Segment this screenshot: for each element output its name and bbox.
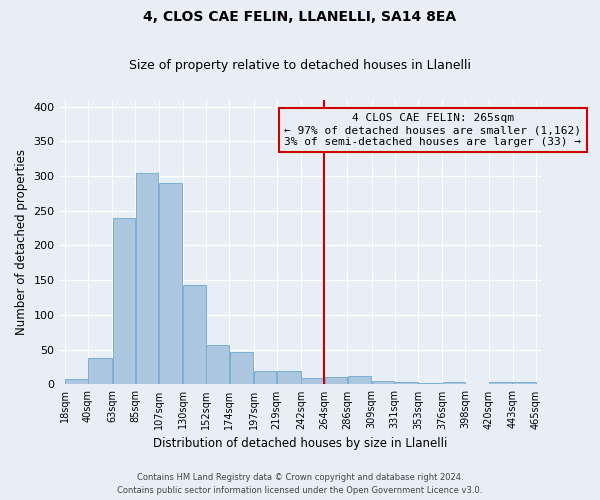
- Bar: [372, 381, 394, 384]
- Y-axis label: Number of detached properties: Number of detached properties: [15, 149, 28, 335]
- Bar: [254, 370, 276, 384]
- Bar: [230, 352, 253, 384]
- Bar: [301, 378, 324, 384]
- Bar: [489, 382, 512, 384]
- Bar: [395, 382, 418, 384]
- Title: Size of property relative to detached houses in Llanelli: Size of property relative to detached ho…: [130, 59, 472, 72]
- Bar: [277, 370, 301, 384]
- Bar: [206, 345, 229, 385]
- Bar: [184, 285, 206, 384]
- Text: 4 CLOS CAE FELIN: 265sqm
← 97% of detached houses are smaller (1,162)
3% of semi: 4 CLOS CAE FELIN: 265sqm ← 97% of detach…: [284, 114, 581, 146]
- Bar: [113, 218, 135, 384]
- Text: 4, CLOS CAE FELIN, LLANELLI, SA14 8EA: 4, CLOS CAE FELIN, LLANELLI, SA14 8EA: [143, 10, 457, 24]
- Bar: [418, 383, 442, 384]
- Bar: [513, 382, 536, 384]
- Bar: [88, 358, 112, 384]
- Bar: [443, 382, 465, 384]
- Bar: [159, 183, 182, 384]
- Bar: [348, 376, 371, 384]
- Bar: [136, 172, 158, 384]
- X-axis label: Distribution of detached houses by size in Llanelli: Distribution of detached houses by size …: [153, 437, 448, 450]
- Bar: [325, 378, 347, 384]
- Bar: [65, 379, 88, 384]
- Text: Contains HM Land Registry data © Crown copyright and database right 2024.
Contai: Contains HM Land Registry data © Crown c…: [118, 474, 482, 495]
